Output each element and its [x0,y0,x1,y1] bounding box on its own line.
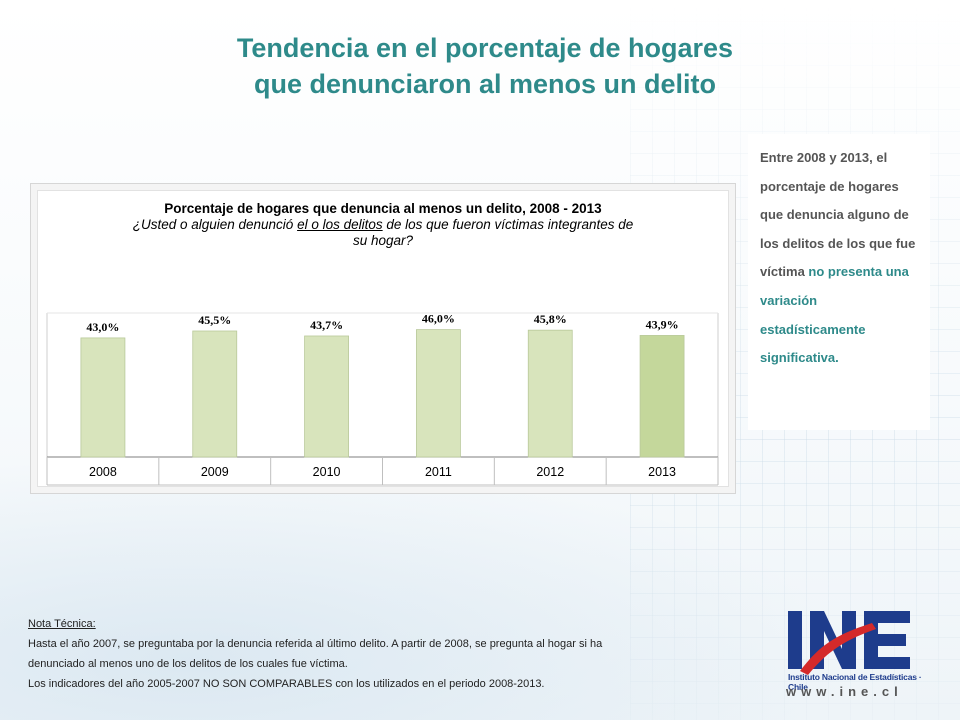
data-label-2011: 46,0% [422,312,455,326]
chart-frame: Porcentaje de hogares que denuncia al me… [30,183,736,494]
technical-note: Nota Técnica: Hasta el año 2007, se preg… [28,614,748,694]
slide-title-line2: que denunciaron al menos un delito [253,69,717,99]
data-label-2009: 45,5% [198,313,231,327]
summary-box: Entre 2008 y 2013, el porcentaje de hoga… [748,134,930,430]
bar-2008 [80,337,126,458]
chart-title: Porcentaje de hogares que denuncia al me… [164,201,602,216]
logo-subtitle: Instituto Nacional de Estadísticas · Chi… [788,672,922,692]
bar-2011 [416,329,461,458]
note-title: Nota Técnica: [28,618,96,630]
chart-subtitle-pre: ¿Usted o alguien denunció [132,217,298,232]
chart-subtitle: ¿Usted o alguien denunció el o los delit… [38,217,728,233]
bar-chart: 43,0% 2008 45,5% 2009 43,7% 2010 46,0% 2011 45,8… [46,312,719,486]
chart-title-block: Porcentaje de hogares que denuncia al me… [38,201,728,249]
x-tick-label-2013: 2013 [648,465,676,479]
x-tick-label-2008: 2008 [89,465,117,479]
note-line2: denunciado al menos uno de los delitos d… [28,658,348,670]
data-label-2012: 45,8% [534,312,567,326]
bar-2013 [639,335,685,458]
slide-title-line1: Tendencia en el porcentaje de hogares [236,33,734,63]
chart-subtitle-line2: su hogar? [352,233,414,248]
chart-area: Porcentaje de hogares que denuncia al me… [37,190,729,487]
data-label-2010: 43,7% [310,318,343,332]
ine-logo-letters [788,611,910,675]
ine-logo [788,611,910,675]
summary-text: Entre 2008 y 2013, el porcentaje de hoga… [760,150,916,280]
summary-highlight: no presenta una variación estadísticamen… [760,264,909,366]
bar-2010 [304,335,349,458]
bar-2012 [527,329,573,458]
data-label-2013: 43,9% [646,317,679,331]
note-line1: Hasta el año 2007, se preguntaba por la … [28,638,603,650]
chart-subtitle-underlined: el o los delitos [297,217,383,232]
chart-subtitle-post: de los que fueron víctimas integrantes d… [382,217,634,232]
x-tick-label-2011: 2011 [425,465,452,479]
slide-title: Tendencia en el porcentaje de hogares qu… [80,30,890,102]
x-tick-label-2009: 2009 [201,465,229,479]
note-line3: Los indicadores del año 2005-2007 NO SON… [28,678,545,690]
data-label-2008: 43,0% [86,320,119,334]
x-tick-label-2010: 2010 [313,465,341,479]
x-tick-label-2012: 2012 [536,465,564,479]
logo-url: www.ine.cl [786,684,903,699]
bar-2009 [192,330,238,458]
